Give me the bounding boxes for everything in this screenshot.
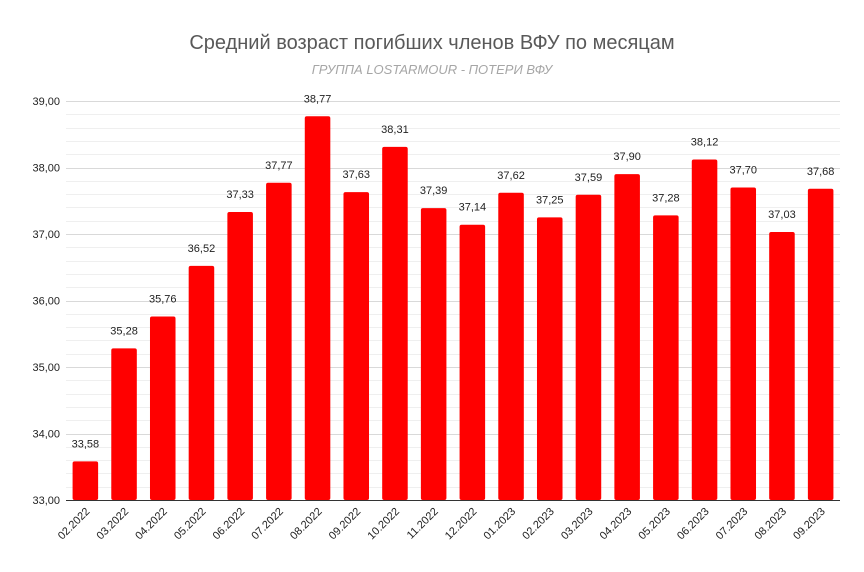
- bar: [343, 192, 370, 501]
- bar: [807, 188, 834, 500]
- data-label: 37,90: [613, 151, 641, 163]
- y-tick-label: 35,00: [32, 362, 60, 374]
- bar: [72, 461, 99, 500]
- data-label: 37,28: [652, 192, 680, 204]
- bar: [227, 212, 253, 500]
- chart-subtitle: ГРУППА LOSTARMOUR - ПОТЕРИ ВФУ: [312, 62, 554, 77]
- data-label: 37,59: [575, 172, 603, 184]
- bars: [72, 116, 834, 501]
- data-label: 33,58: [72, 438, 100, 450]
- data-label: 35,28: [110, 325, 138, 337]
- bar: [149, 316, 176, 500]
- bar: [730, 187, 757, 500]
- chart-title: Средний возраст погибших членов ВФУ по м…: [189, 32, 674, 54]
- bar: [266, 182, 292, 501]
- data-label: 37,33: [226, 189, 254, 201]
- data-label: 37,39: [420, 185, 448, 197]
- data-labels: 33,58 35,28 35,76 36,52 37,33 37,77 38,77 37,63…: [72, 93, 835, 450]
- data-label: 37,25: [536, 194, 564, 206]
- bar: [459, 224, 486, 500]
- y-tick-label: 33,00: [32, 495, 60, 507]
- data-label: 37,70: [729, 164, 757, 176]
- y-tick-label: 36,00: [32, 296, 60, 308]
- y-tick-label: 37,00: [32, 229, 60, 241]
- data-label: 38,12: [691, 137, 719, 149]
- bar: [653, 215, 679, 500]
- y-tick-label: 38,00: [32, 163, 60, 175]
- data-label: 37,03: [768, 209, 796, 221]
- data-label: 37,62: [497, 170, 525, 182]
- data-label: 37,68: [807, 166, 835, 178]
- data-label: 37,14: [459, 202, 487, 214]
- bar: [498, 192, 524, 500]
- bar: [304, 116, 331, 501]
- bar: [188, 265, 215, 500]
- bar: [111, 348, 137, 500]
- bar: [614, 174, 640, 500]
- bar: [382, 146, 408, 500]
- y-axis-ticks: 33,00 34,00 35,00 36,00 37,00 38,00 39,00: [32, 96, 60, 507]
- bar: [420, 208, 447, 500]
- data-label: 37,63: [342, 169, 370, 181]
- data-label: 38,77: [304, 93, 332, 105]
- data-label: 35,76: [149, 293, 177, 305]
- data-label: 38,31: [381, 124, 409, 136]
- y-tick-label: 39,00: [32, 96, 60, 108]
- bar: [691, 159, 718, 500]
- bar: [575, 194, 602, 500]
- bar: [769, 232, 795, 500]
- data-label: 37,77: [265, 160, 293, 172]
- bar: [536, 217, 563, 500]
- y-tick-label: 34,00: [32, 429, 60, 441]
- data-label: 36,52: [188, 243, 216, 255]
